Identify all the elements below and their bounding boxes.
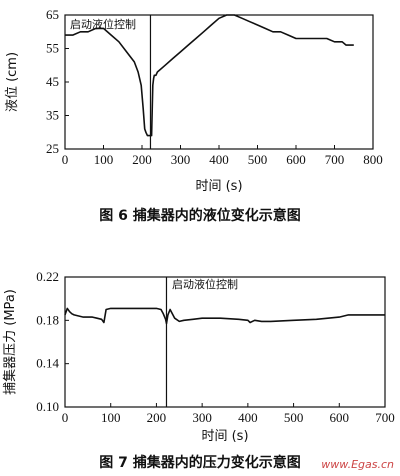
- x-tick-label: 800: [363, 152, 383, 167]
- x-tick-label: 0: [62, 152, 69, 167]
- y-tick-label: 0.18: [36, 312, 59, 327]
- x-tick-label: 600: [330, 410, 350, 425]
- pressure-y-axis-label: 捕集器压力 (MPa): [2, 289, 18, 395]
- x-tick-label: 400: [209, 152, 229, 167]
- control-start-label: 启动液位控制: [172, 277, 238, 291]
- x-tick-label: 500: [248, 152, 268, 167]
- series-line: [64, 307, 385, 325]
- x-tick-label: 700: [375, 410, 395, 425]
- pressure-ticks: 0 100 200 300 400 500 600 700 0.10 0.14 0.18 0.22: [36, 269, 395, 425]
- x-tick-label: 700: [325, 152, 345, 167]
- x-tick-label: 500: [284, 410, 304, 425]
- x-tick-label: 200: [132, 152, 152, 167]
- y-tick-label: 0.22: [36, 269, 59, 284]
- pressure-chart-caption: 图 7 捕集器内的压力变化示意图: [99, 455, 301, 471]
- x-tick-label: 100: [94, 152, 114, 167]
- pressure-plot-frame: [64, 276, 386, 408]
- pressure-x-axis-label: 时间 (s): [201, 429, 248, 444]
- level-chart: 0 100 200 300 400 500 600 700 800 25 35 45 55 65 启动液位…: [5, 7, 383, 194]
- y-tick-label: 0.14: [36, 356, 59, 371]
- level-y-axis-label: 液位 (cm): [5, 52, 20, 112]
- x-tick-label: 0: [62, 410, 69, 425]
- watermark: www.Egas.cn: [321, 458, 394, 471]
- x-tick-label: 300: [171, 152, 191, 167]
- level-series: [65, 14, 354, 137]
- level-chart-caption: 图 6 捕集器内的液位变化示意图: [99, 208, 301, 224]
- y-tick-label: 35: [46, 108, 59, 123]
- y-tick-label: 0.10: [36, 399, 59, 414]
- x-tick-label: 400: [238, 410, 258, 425]
- x-tick-label: 100: [101, 410, 121, 425]
- pressure-chart: 0 100 200 300 400 500 600 700 0.10 0.14 0.18 0.22 启…: [2, 269, 395, 444]
- y-tick-label: 25: [46, 141, 59, 156]
- y-tick-label: 65: [46, 7, 59, 22]
- x-tick-label: 200: [147, 410, 167, 425]
- level-ticks: 0 100 200 300 400 500 600 700 800 25 35 45 55 65: [46, 7, 383, 167]
- control-start-label: 启动液位控制: [70, 17, 136, 31]
- pressure-series: [64, 307, 385, 325]
- x-tick-label: 600: [286, 152, 306, 167]
- series-line: [65, 14, 354, 137]
- level-annotation: 启动液位控制: [70, 15, 152, 149]
- y-tick-label: 45: [46, 74, 59, 89]
- y-tick-label: 55: [46, 41, 59, 56]
- level-x-axis-label: 时间 (s): [195, 179, 242, 194]
- x-tick-label: 300: [192, 410, 212, 425]
- pressure-annotation: 启动液位控制: [165, 277, 238, 407]
